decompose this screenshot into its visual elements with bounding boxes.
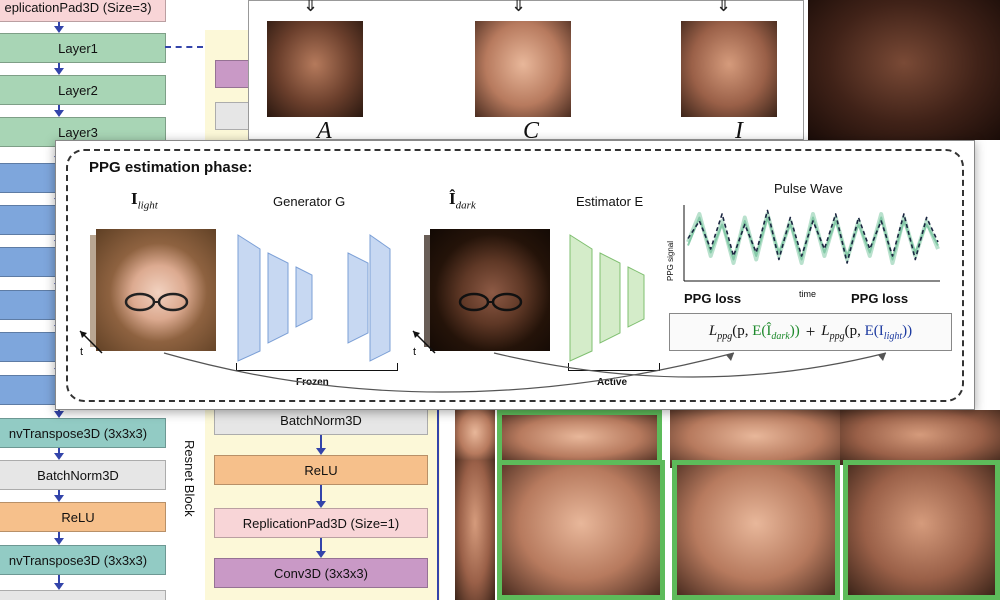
ppg-estimation-panel: PPG estimation phase: Ilight t Generator… bbox=[55, 140, 975, 410]
input-label-sub: light bbox=[137, 199, 158, 212]
face-photo-c bbox=[475, 21, 571, 117]
eq-estimator-light: E(Ilight)) bbox=[864, 322, 913, 342]
pulse-wave-title: Pulse Wave bbox=[774, 181, 843, 196]
flow-arrow bbox=[54, 105, 64, 117]
eq-plus: + bbox=[805, 322, 816, 341]
flow-arrow bbox=[316, 485, 326, 508]
flow-arrow bbox=[316, 435, 326, 455]
ppg-loss-left: PPG loss bbox=[684, 291, 742, 306]
flow-arrow bbox=[54, 490, 64, 502]
resnet-layer-block: ReplicationPad3D (Size=1) bbox=[214, 508, 428, 538]
face-photo bbox=[670, 410, 840, 468]
loss-term-dark: Lppg(p, E(Îdark)) bbox=[709, 323, 800, 342]
glasses-icon bbox=[124, 292, 189, 312]
eq-l2: L bbox=[821, 322, 830, 339]
eq-func2-sub: light bbox=[883, 330, 903, 342]
eq-close2: )) bbox=[902, 322, 913, 339]
eq-estimator-dark: E(Îdark)) bbox=[752, 322, 800, 342]
ppg-title: PPG estimation phase: bbox=[89, 159, 253, 176]
output-face-photo bbox=[430, 229, 550, 351]
resnet-block-title: Resnet Block bbox=[182, 440, 197, 517]
face-photo bbox=[843, 460, 1000, 600]
flow-arrow bbox=[54, 448, 64, 460]
layer-block: Layer1 bbox=[0, 33, 166, 63]
face-label-a: A bbox=[317, 118, 332, 144]
loss-term-light: Lppg(p, E(Ilight)) bbox=[821, 323, 912, 342]
face-photo bbox=[455, 410, 495, 460]
face-photo bbox=[840, 410, 1000, 465]
y-axis-label: PPG signal bbox=[666, 240, 675, 281]
layer-block: BatchNorm3D bbox=[0, 590, 166, 600]
face-label-i: I bbox=[735, 118, 743, 144]
frozen-bracket bbox=[236, 363, 398, 371]
face-photo bbox=[672, 460, 840, 600]
pulse-series-line bbox=[687, 209, 939, 264]
face-label-c: C bbox=[523, 118, 540, 144]
dashed-connector bbox=[165, 46, 203, 48]
eq-func2: E(I bbox=[864, 322, 884, 339]
face-photo-a bbox=[267, 21, 363, 117]
layer-block: Layer2 bbox=[0, 75, 166, 105]
resnet-layer-block: Conv3D (3x3x3) bbox=[214, 558, 428, 588]
frozen-label: Frozen bbox=[296, 377, 329, 388]
ppg-loss-right: PPG loss bbox=[851, 291, 909, 306]
time-arrow-icon bbox=[412, 330, 436, 354]
layer-block: ReLU bbox=[0, 502, 166, 532]
layer-block: eplicationPad3D (Size=3) bbox=[0, 0, 166, 22]
resnet-bracket-line bbox=[437, 400, 439, 600]
layer-block: nvTranspose3D (3x3x3) bbox=[0, 418, 166, 448]
pulse-wave-chart bbox=[683, 205, 940, 282]
input-face-photo bbox=[96, 229, 216, 351]
flow-arrow bbox=[316, 538, 326, 558]
layer-block: BatchNorm3D bbox=[0, 460, 166, 490]
flow-arrow bbox=[54, 532, 64, 545]
down-arrow-icon: ⇓ bbox=[716, 0, 732, 15]
face-photo-i bbox=[681, 21, 777, 117]
face-photo bbox=[808, 0, 1000, 140]
eq-func1: E(Î bbox=[752, 322, 772, 339]
eq-args1: (p, bbox=[732, 322, 753, 339]
estimator-network-icon bbox=[569, 234, 645, 362]
resnet-layer-block: ReLU bbox=[214, 455, 428, 485]
eq-close1: )) bbox=[789, 322, 800, 339]
active-bracket bbox=[568, 363, 660, 371]
active-label: Active bbox=[597, 377, 628, 388]
input-label-main: I bbox=[131, 189, 138, 208]
down-arrow-icon: ⇓ bbox=[303, 0, 319, 15]
time-arrow-icon bbox=[79, 330, 103, 354]
down-arrow-icon: ⇓ bbox=[511, 0, 527, 15]
pulse-series-line bbox=[687, 216, 939, 261]
time-marker-2: t bbox=[413, 346, 417, 358]
layer-block: nvTranspose3D (3x3x3) bbox=[0, 545, 166, 575]
flow-arrow bbox=[54, 22, 64, 33]
generator-label: Generator G bbox=[273, 194, 346, 209]
dashed-frame bbox=[66, 149, 964, 402]
flow-arrow bbox=[54, 575, 64, 590]
eq-l2-sub: ppg bbox=[829, 330, 845, 342]
generator-network-icon bbox=[237, 234, 391, 362]
face-photo bbox=[497, 460, 665, 600]
time-marker: t bbox=[80, 346, 84, 358]
estimator-label: Estimator E bbox=[576, 194, 644, 209]
output-image-label: Îdark bbox=[449, 189, 476, 211]
input-image-label: Ilight bbox=[131, 189, 158, 211]
glasses-icon bbox=[458, 292, 523, 312]
output-label-main: Î bbox=[449, 189, 456, 208]
loss-equation: Lppg(p, E(Îdark)) + Lppg(p, E(Ilight)) bbox=[669, 313, 952, 351]
face-photo bbox=[455, 460, 495, 600]
face-strip: ⇓ ⇓ ⇓ A C I bbox=[248, 0, 804, 144]
eq-l1: L bbox=[708, 322, 718, 339]
output-label-sub: dark bbox=[455, 199, 476, 212]
eq-args2: (p, bbox=[844, 322, 865, 339]
x-axis-label: time bbox=[799, 289, 817, 299]
eq-func1-sub: dark bbox=[771, 330, 790, 342]
flow-arrow bbox=[54, 63, 64, 75]
eq-l1-sub: ppg bbox=[717, 330, 733, 342]
